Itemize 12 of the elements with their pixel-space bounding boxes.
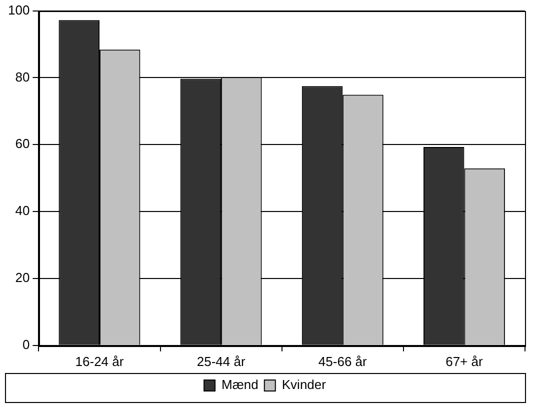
- y-tick-label: 20: [15, 270, 30, 286]
- y-tick-label: 60: [15, 136, 30, 152]
- x-tick-label: 67+ år: [446, 354, 484, 369]
- y-tick-label: 100: [8, 2, 30, 18]
- x-tick-label: 16-24 år: [75, 354, 124, 369]
- legend-label: Mænd: [222, 377, 258, 392]
- legend-label: Kvinder: [282, 377, 327, 392]
- y-tick-label: 40: [15, 203, 30, 218]
- y-tick-label: 80: [15, 69, 30, 84]
- x-tick-label: 45-66 år: [318, 354, 368, 369]
- x-tick-label: 25-44 år: [196, 354, 246, 369]
- y-tick-label: 0: [22, 336, 30, 352]
